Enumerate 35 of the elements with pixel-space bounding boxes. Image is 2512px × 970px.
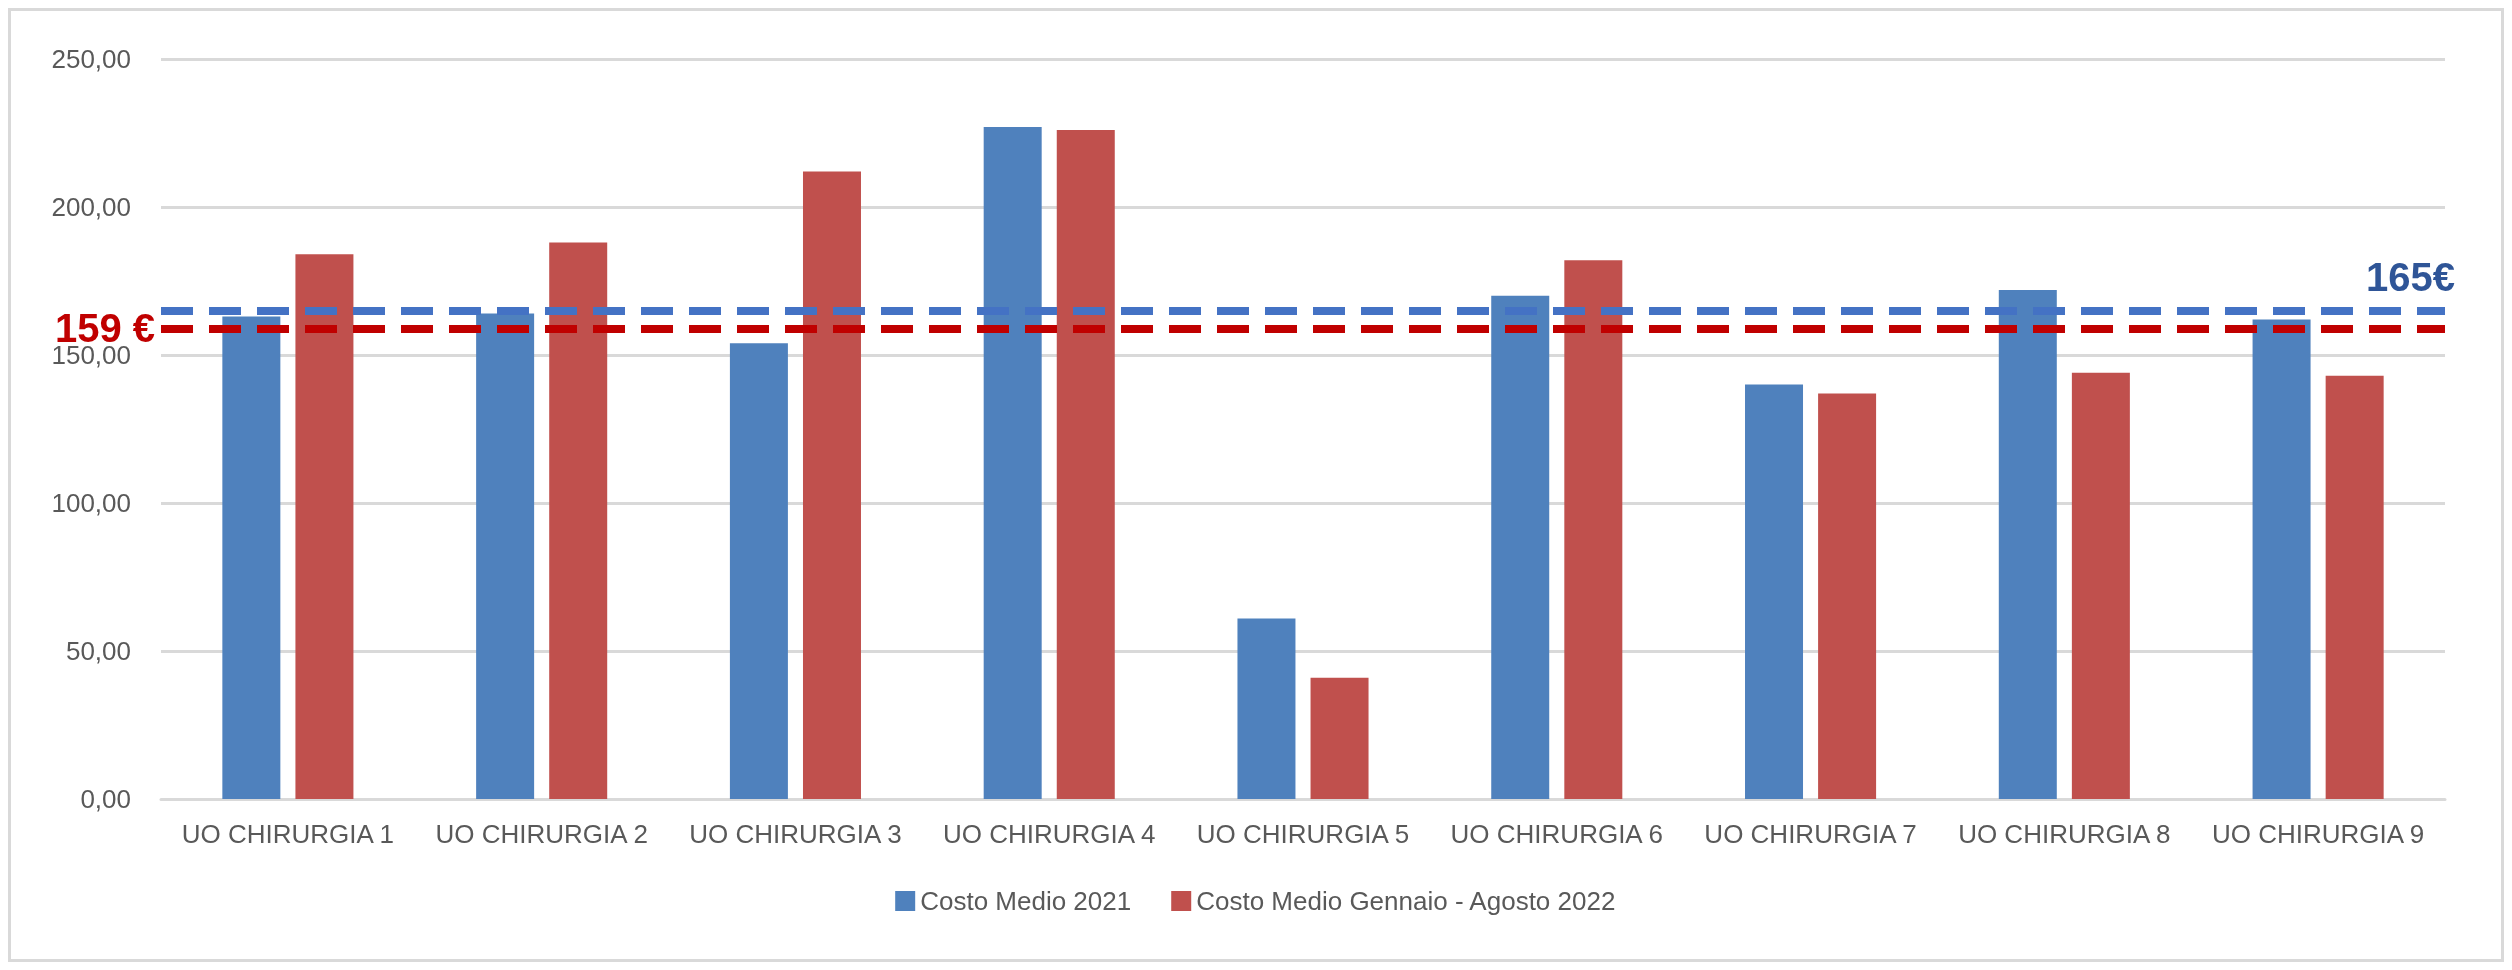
x-tick-label: UO CHIRURGIA 9 <box>2211 819 2425 849</box>
bar <box>1745 384 1804 799</box>
legend-label: Costo Medio Gennaio - Agosto 2022 <box>1196 886 1616 916</box>
bar <box>729 343 788 799</box>
bar <box>2071 372 2130 799</box>
x-tick-label: UO CHIRURGIA 5 <box>1196 819 1410 849</box>
bar <box>1237 618 1296 799</box>
legend-label: Costo Medio 2021 <box>920 886 1132 916</box>
x-tick-label: UO CHIRURGIA 7 <box>1704 819 1917 849</box>
bar <box>222 316 281 799</box>
x-tick-label: UO CHIRURGIA 8 <box>1958 819 2171 849</box>
y-tick-label: 200,00 <box>51 192 131 222</box>
y-tick-label: 0,00 <box>80 784 131 814</box>
bar <box>802 171 861 799</box>
bar <box>1310 677 1369 799</box>
bar <box>1818 393 1877 799</box>
x-tick-label: UO CHIRURGIA 4 <box>943 819 1156 849</box>
y-tick-label: 250,00 <box>51 44 131 74</box>
bar <box>549 242 608 799</box>
y-tick-label: 100,00 <box>51 488 131 518</box>
ref-line-label: 165€ <box>2366 254 2455 299</box>
x-tick-label: UO CHIRURGIA 3 <box>689 819 902 849</box>
bar <box>295 254 354 799</box>
x-tick-label: UO CHIRURGIA 1 <box>181 819 395 849</box>
bar <box>1056 130 1115 799</box>
bar <box>1998 289 2057 799</box>
bar <box>476 313 535 799</box>
bar <box>1564 260 1623 799</box>
bar <box>2325 375 2384 799</box>
bar <box>1491 295 1550 799</box>
x-tick-label: UO CHIRURGIA 6 <box>1450 819 1663 849</box>
bar <box>983 127 1042 799</box>
y-tick-label: 50,00 <box>65 636 131 666</box>
x-tick-label: UO CHIRURGIA 2 <box>435 819 648 849</box>
bar <box>2252 319 2311 799</box>
